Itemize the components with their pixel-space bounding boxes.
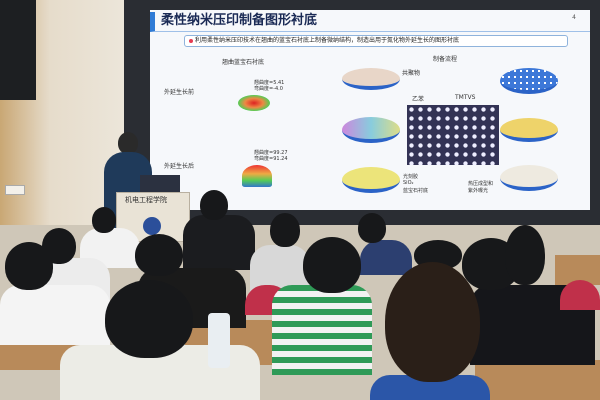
- school-logo: [143, 217, 161, 235]
- audience-member: [0, 285, 110, 345]
- wafer-final: [500, 68, 558, 94]
- wall-switch: [5, 185, 25, 195]
- label-photoresist: 光刻胶: [403, 174, 419, 180]
- sem-images: [407, 105, 499, 165]
- label-hot-press: 热压成型和: [468, 181, 494, 187]
- wafer-pressed: [500, 165, 558, 191]
- label-copolymer: 共聚物: [402, 70, 421, 77]
- warp-map-after: [242, 165, 272, 187]
- audience-head: [270, 213, 300, 247]
- audience-head: [105, 280, 193, 358]
- before-metric-bow: 弯曲度=-4.0: [254, 86, 283, 92]
- wafer-copolymer: [342, 68, 400, 90]
- page-number: 4: [572, 14, 576, 21]
- audience-head: [200, 190, 228, 220]
- label-uv: 紫外曝光: [468, 188, 489, 194]
- audience-head: [385, 262, 480, 382]
- speaker-head: [118, 132, 138, 154]
- before-label: 外延生长前: [164, 89, 195, 96]
- chair: [475, 360, 600, 400]
- wafer-photoresist: [342, 167, 400, 193]
- audience-head: [5, 242, 53, 290]
- podium-text: 机电工程学院: [125, 196, 167, 204]
- label-sio2: SiO₂: [403, 180, 414, 186]
- audience-head: [303, 237, 361, 293]
- left-heading: 翘曲蓝宝石衬底: [222, 59, 265, 66]
- before-metric-warp: 翘曲度=5.41: [254, 80, 285, 86]
- audience-member: [560, 280, 600, 310]
- slide-bullet: 利用柔性纳米压印技术在翘曲的蓝宝石衬底上制备微纳结构，制造出用于氮化物外延生长的…: [184, 35, 568, 47]
- audience-head: [358, 213, 386, 243]
- wafer-imprint: [342, 117, 400, 143]
- loudspeaker: [0, 0, 36, 100]
- warp-map-before: [238, 95, 270, 111]
- audience-head: [92, 207, 116, 233]
- label-sapphire: 蓝宝石衬底: [403, 188, 429, 194]
- right-heading: 制备流程: [433, 56, 458, 63]
- label-ethylbenzene: 乙苯: [412, 96, 425, 103]
- audience-member: [360, 240, 412, 275]
- audience-head: [135, 234, 183, 276]
- after-label: 外延生长后: [164, 163, 195, 170]
- label-tmtvs: TMTVS: [455, 94, 476, 101]
- audience-member-striped-shirt: [272, 285, 372, 375]
- slide-title: 柔性纳米压印制备图形衬底: [150, 12, 590, 32]
- after-metric-bow: 弯曲度=91.24: [254, 156, 288, 162]
- audience-head: [505, 225, 545, 285]
- presentation-slide: 柔性纳米压印制备图形衬底 4 利用柔性纳米压印技术在翘曲的蓝宝石衬底上制备微纳结…: [150, 10, 590, 210]
- audience-member: [183, 215, 255, 270]
- laptop: [140, 175, 180, 195]
- water-bottle: [208, 313, 230, 368]
- wafer-etched: [500, 118, 558, 142]
- after-metric-warp: 翘曲度=99.27: [254, 150, 288, 156]
